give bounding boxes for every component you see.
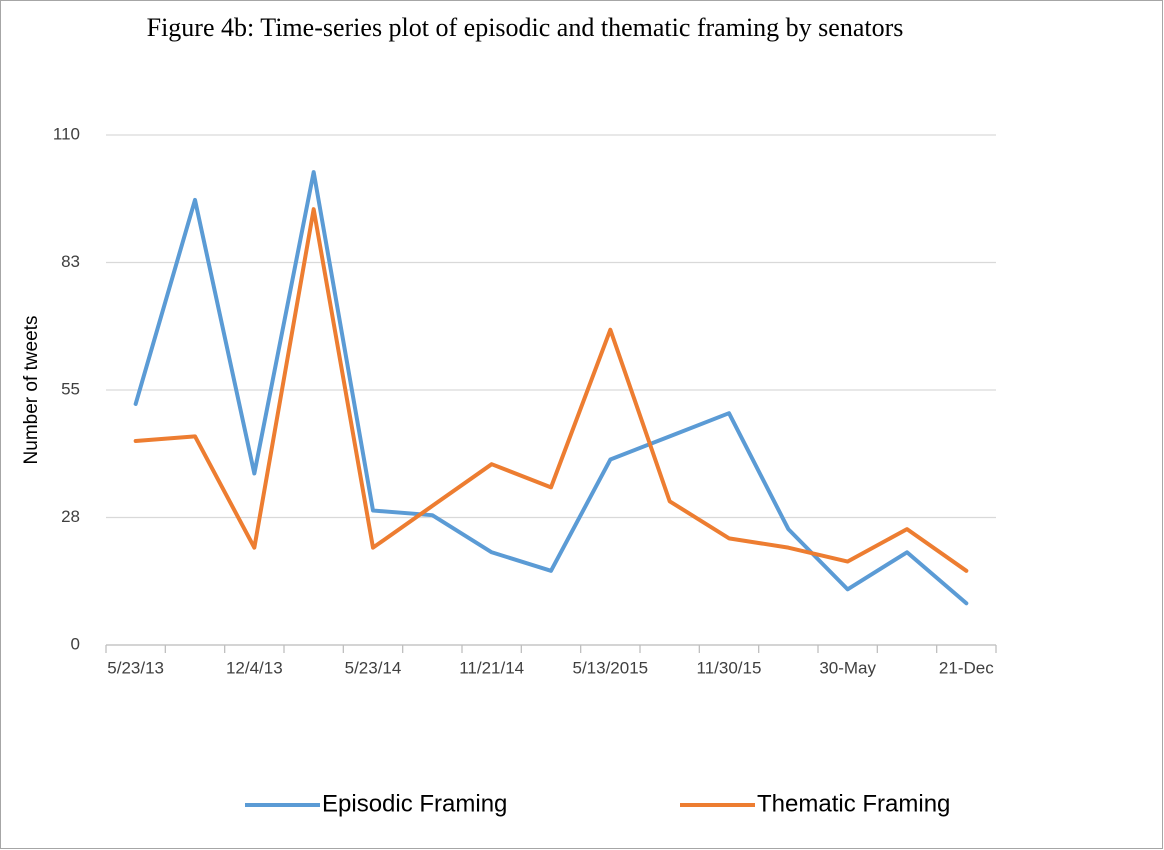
series-line: [133, 207, 969, 573]
x-tick-label: 11/30/15: [697, 658, 762, 677]
x-tick-label: 21-Dec: [939, 658, 994, 677]
y-axis-label: Number of tweets: [21, 316, 42, 465]
series-line: [133, 170, 969, 606]
y-tick-label: 83: [61, 252, 80, 271]
x-tick-label: 5/23/13: [107, 658, 164, 677]
y-tick-label: 0: [71, 634, 80, 653]
y-tick-label: 55: [61, 379, 80, 398]
x-tick-label: 12/4/13: [226, 658, 283, 677]
x-tick-label: 5/13/2015: [573, 658, 649, 677]
x-tick-label: 5/23/14: [345, 658, 402, 677]
y-tick-label: 28: [61, 507, 80, 526]
x-tick-label: 11/21/14: [459, 658, 524, 677]
legend-label: Episodic Framing: [322, 790, 507, 817]
legend-label: Thematic Framing: [757, 790, 950, 817]
chart-title: Figure 4b: Time-series plot of episodic …: [146, 13, 904, 42]
x-tick-label: 30-May: [819, 658, 876, 677]
y-tick-label: 110: [53, 124, 80, 143]
